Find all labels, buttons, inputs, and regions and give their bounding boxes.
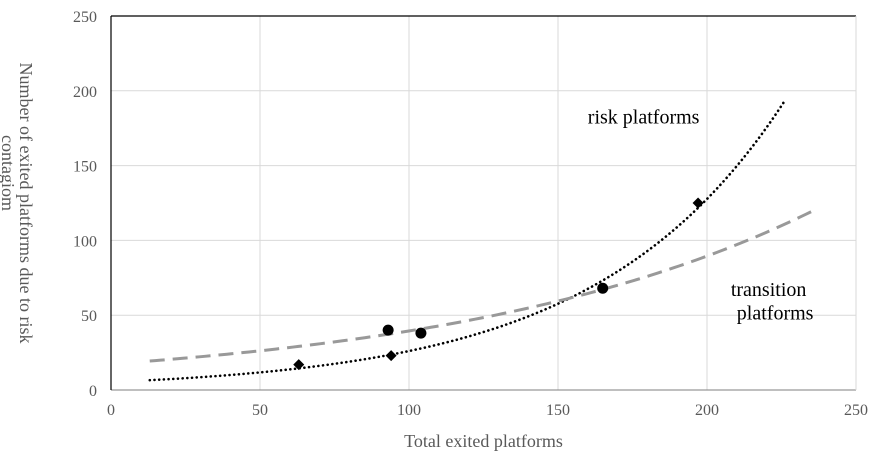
annotation-platforms: platforms (737, 303, 814, 325)
trendline-series-2 (149, 210, 812, 363)
diamond-point (385, 350, 397, 362)
data-points (293, 197, 704, 371)
annotations: risk platforms transition platforms (588, 107, 814, 325)
x-tick-label: 0 (107, 402, 115, 419)
circle-point (597, 282, 609, 294)
x-tick-label: 250 (844, 402, 868, 419)
x-tick-label: 200 (695, 402, 719, 419)
trendline-series-1 (148, 99, 786, 382)
y-tick-label: 250 (73, 9, 97, 26)
y-tick-label: 200 (73, 84, 97, 101)
trendlines (148, 99, 812, 382)
diamond-point (293, 359, 305, 371)
annotation-risk-platforms: risk platforms (588, 107, 700, 129)
diamond-point (692, 197, 704, 209)
x-tick-label: 100 (397, 402, 421, 419)
y-axis-title-line-1: Number of exited platforms due to risk (16, 63, 36, 344)
tick-labels: 0 50 100 150 200 250 0 50 100 150 200 250 (73, 9, 868, 419)
y-axis-title-line-2: contagiom (0, 135, 18, 211)
x-tick-label: 50 (252, 402, 268, 419)
y-tick-label: 0 (89, 383, 97, 400)
y-tick-label: 100 (73, 233, 97, 250)
y-tick-label: 150 (73, 159, 97, 176)
gridlines (110, 15, 857, 391)
y-tick-label: 50 (81, 308, 97, 325)
circle-point (382, 324, 394, 336)
x-axis-title: Total exited platforms (404, 431, 563, 451)
annotation-transition: transition (731, 279, 807, 301)
x-tick-label: 150 (546, 402, 570, 419)
circle-point (415, 327, 427, 339)
